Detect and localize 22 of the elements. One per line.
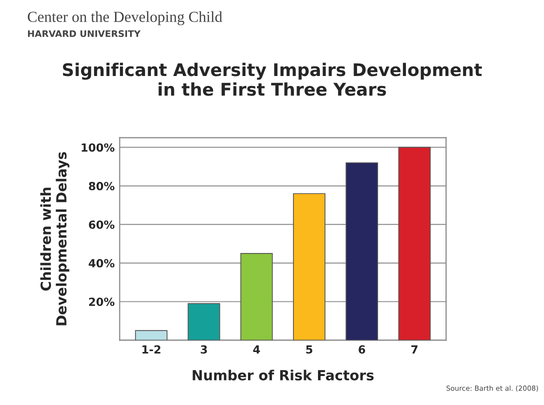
text: Center on the Developing Child: [28, 11, 222, 26]
y-tick-label: 60%: [88, 220, 114, 229]
y-tick-label: 80%: [88, 182, 114, 190]
x-tick-label: 3: [200, 345, 207, 354]
x-tick-label: 5: [306, 345, 312, 354]
y-tick-label: 100%: [82, 143, 114, 152]
x-tick-label: 1-2: [142, 345, 160, 354]
y-tick-label: 40%: [88, 259, 114, 268]
x-tick-label: 4: [253, 345, 260, 354]
x-tick-label: 7: [411, 345, 418, 354]
y-tick-label: 20%: [89, 298, 114, 306]
x-tick-label: 6: [358, 345, 366, 354]
bar: [398, 146, 431, 340]
bar: [240, 252, 273, 340]
bar: [346, 162, 378, 340]
bar: [292, 193, 326, 340]
y-axis-title: Children with Developmental Delays: [40, 152, 70, 326]
chart-title: Significant Adversity Impairs Development in the First Three Years: [62, 62, 482, 96]
text: HARVARD UNIVERSITY: [28, 30, 141, 38]
x-axis-title: Number of Risk Factors: [192, 370, 374, 380]
bar: [188, 303, 220, 340]
bar: [135, 330, 168, 340]
